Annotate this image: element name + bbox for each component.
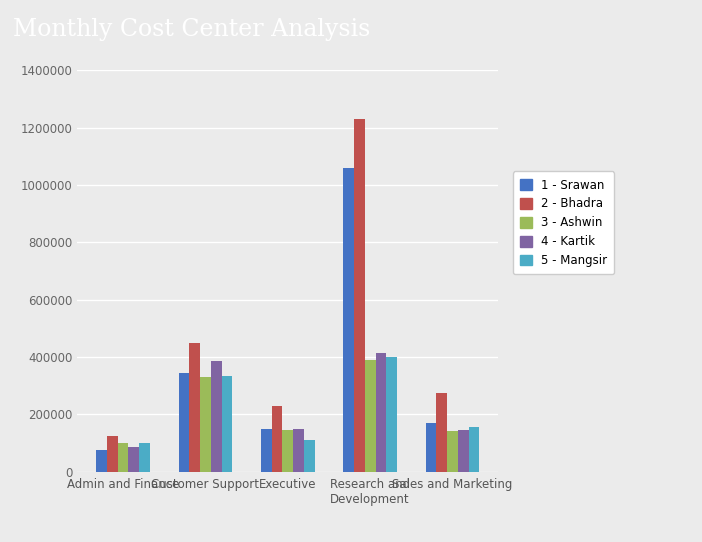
Bar: [293, 429, 304, 472]
Text: Monthly Cost Center Analysis: Monthly Cost Center Analysis: [13, 18, 370, 41]
Bar: [343, 168, 354, 472]
Bar: [447, 431, 458, 472]
Bar: [96, 450, 107, 472]
Bar: [222, 376, 232, 472]
Bar: [468, 427, 479, 472]
Bar: [458, 430, 468, 472]
Bar: [200, 377, 211, 472]
Bar: [282, 430, 293, 472]
Bar: [128, 447, 139, 472]
Bar: [437, 393, 447, 472]
Bar: [261, 429, 272, 472]
Bar: [304, 440, 314, 472]
Bar: [386, 357, 397, 472]
Bar: [425, 423, 437, 472]
Bar: [139, 443, 150, 472]
Bar: [211, 361, 222, 472]
Bar: [107, 436, 118, 472]
Bar: [272, 405, 282, 472]
Bar: [179, 373, 190, 472]
Bar: [376, 353, 386, 472]
Legend: 1 - Srawan, 2 - Bhadra, 3 - Ashwin, 4 - Kartik, 5 - Mangsir: 1 - Srawan, 2 - Bhadra, 3 - Ashwin, 4 - …: [512, 171, 614, 274]
Bar: [354, 119, 365, 472]
Bar: [118, 443, 128, 472]
Bar: [190, 343, 200, 472]
Bar: [365, 360, 376, 472]
